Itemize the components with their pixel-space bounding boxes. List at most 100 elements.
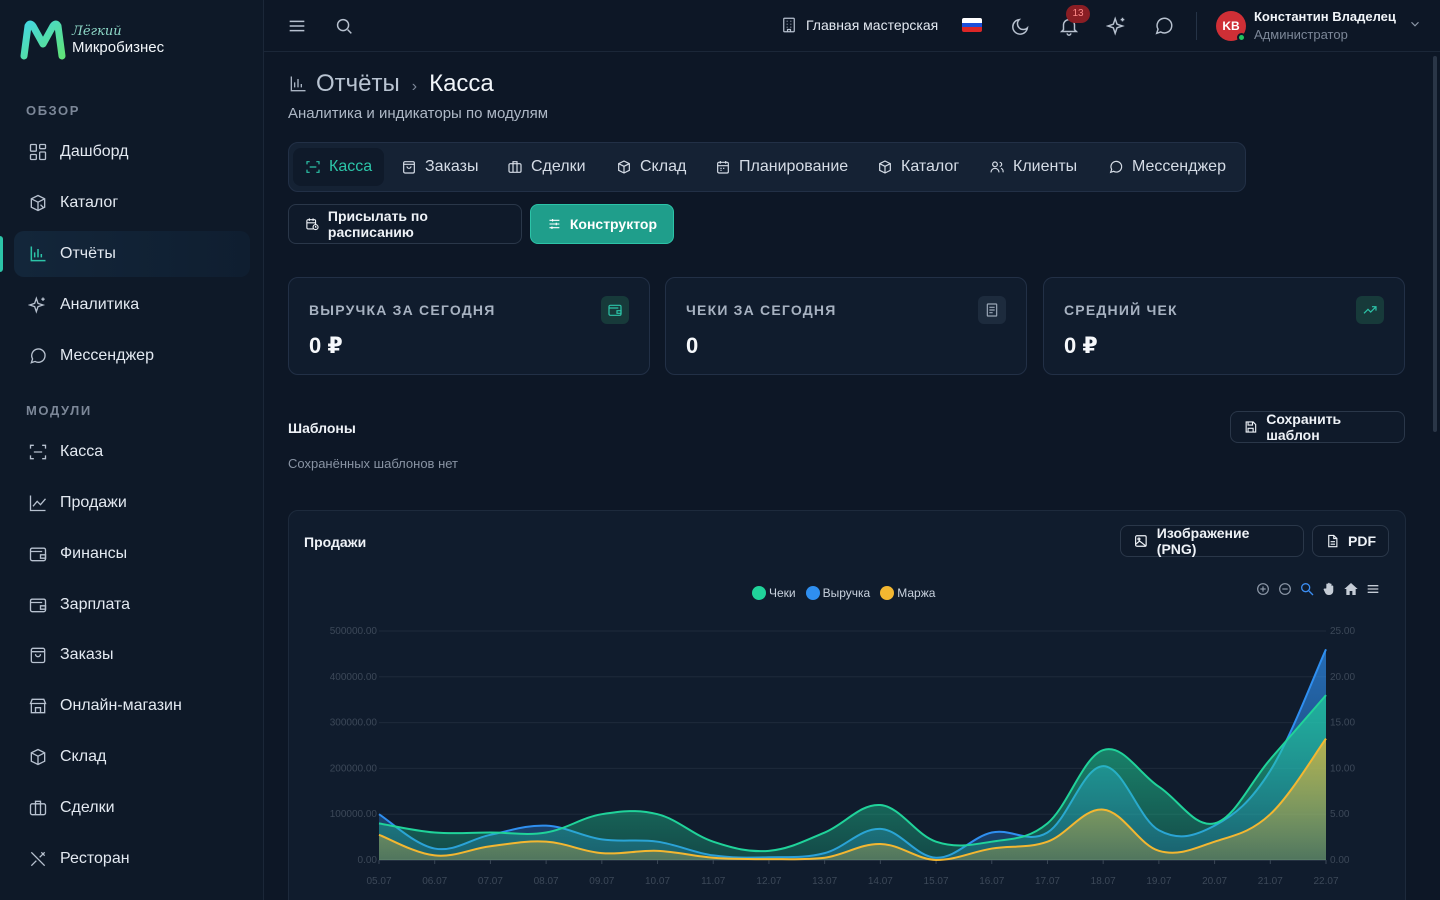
sidebar-item-orders[interactable]: Заказы <box>14 632 250 678</box>
tab-cashier[interactable]: Касса <box>293 148 385 186</box>
search-icon[interactable] <box>333 15 355 37</box>
x-tick-label: 18.07 <box>1091 876 1116 887</box>
tab-orders[interactable]: Заказы <box>389 148 490 186</box>
language-flag-icon[interactable] <box>962 18 982 32</box>
chart-legend: Чеки Выручка Маржа <box>752 586 945 600</box>
chat-icon[interactable] <box>1153 15 1175 37</box>
zoom-in-icon[interactable] <box>1254 580 1272 598</box>
builder-button[interactable]: Конструктор <box>530 204 674 244</box>
zoom-out-icon[interactable] <box>1276 580 1294 598</box>
sidebar-item-messenger[interactable]: Мессенджер <box>14 333 250 379</box>
briefcase-icon <box>29 800 47 816</box>
sidebar-item-reports[interactable]: Отчёты <box>14 231 250 277</box>
scan-icon <box>306 161 320 173</box>
export-pdf-label: PDF <box>1348 533 1376 549</box>
sidebar-item-label: Заказы <box>60 646 114 663</box>
module-tabs: Касса Заказы Сделки Склад Планирование К… <box>288 142 1246 192</box>
sidebar-item-label: Склад <box>60 748 107 765</box>
store-icon <box>29 698 47 714</box>
sparkle-icon[interactable] <box>1105 15 1128 37</box>
y-tick-label-right: 5.00 <box>1330 809 1350 820</box>
kpi-card-revenue: ВЫРУЧКА ЗА СЕГОДНЯ 0 ₽ <box>288 277 650 375</box>
utensils-icon <box>30 851 46 867</box>
file-icon <box>1328 534 1338 548</box>
schedule-button[interactable]: Присылать по расписанию <box>288 204 522 244</box>
home-icon[interactable] <box>1342 580 1360 598</box>
chart-toolbar <box>1254 580 1386 598</box>
sidebar-item-catalog[interactable]: Каталог <box>14 180 250 226</box>
menu-icon[interactable] <box>286 15 308 37</box>
sidebar-item-warehouse[interactable]: Склад <box>14 734 250 780</box>
workshop-name: Главная мастерская <box>806 17 939 33</box>
breadcrumb: Отчёты › Касса <box>288 70 494 98</box>
y-tick-label-right: 20.00 <box>1330 672 1355 683</box>
sidebar-item-online-store[interactable]: Онлайн-магазин <box>14 683 250 729</box>
breadcrumb-parent[interactable]: Отчёты <box>316 70 400 97</box>
sidebar-item-analytics[interactable]: Аналитика <box>14 282 250 328</box>
legend-item-checks[interactable]: Чеки <box>752 586 796 600</box>
tab-clients[interactable]: Клиенты <box>977 148 1089 186</box>
sidebar-item-label: Сделки <box>60 799 115 816</box>
tab-catalog[interactable]: Каталог <box>865 148 971 186</box>
tab-planning[interactable]: Планирование <box>703 148 860 186</box>
chevron-down-icon[interactable] <box>1408 17 1422 31</box>
topbar-divider <box>1196 12 1197 40</box>
hamburger-menu-icon[interactable] <box>1364 580 1382 598</box>
wallet-icon <box>29 547 47 562</box>
tab-deals[interactable]: Сделки <box>495 148 598 186</box>
moon-icon[interactable] <box>1010 15 1032 37</box>
sidebar-item-finance[interactable]: Финансы <box>14 531 250 577</box>
builder-button-label: Конструктор <box>569 216 657 232</box>
sidebar-item-restaurant[interactable]: Ресторан <box>14 836 250 882</box>
sidebar-item-sales[interactable]: Продажи <box>14 480 250 526</box>
brand-subtitle: Лёгкий <box>72 24 122 39</box>
sidebar-item-label: Аналитика <box>60 296 140 313</box>
legend-item-revenue[interactable]: Выручка <box>805 586 870 600</box>
sidebar-item-label: Ресторан <box>60 850 130 867</box>
scan-icon <box>29 444 47 460</box>
export-pdf-button[interactable]: PDF <box>1312 525 1389 557</box>
sidebar-item-label: Дашборд <box>60 143 129 160</box>
export-png-label: Изображение (PNG) <box>1156 525 1250 557</box>
kpi-value: 0 ₽ <box>1064 333 1098 358</box>
pan-hand-icon[interactable] <box>1320 580 1338 598</box>
chat-icon <box>30 348 46 364</box>
page-subtitle: Аналитика и индикаторы по модулям <box>288 105 549 122</box>
catalog-icon <box>879 160 891 174</box>
tab-messenger[interactable]: Мессенджер <box>1096 148 1238 186</box>
kpi-value: 0 <box>686 333 699 358</box>
x-tick-label: 19.07 <box>1146 876 1171 887</box>
scrollbar-thumb[interactable] <box>1433 56 1437 432</box>
x-tick-label: 15.07 <box>924 876 949 887</box>
brand-logo[interactable]: Лёгкий Микробизнес <box>20 20 164 60</box>
sliders-icon <box>549 219 560 229</box>
tab-warehouse[interactable]: Склад <box>604 148 698 186</box>
legend-item-margin[interactable]: Маржа <box>880 586 935 600</box>
x-tick-label: 13.07 <box>812 876 837 887</box>
x-tick-label: 11.07 <box>701 876 726 887</box>
x-tick-label: 10.07 <box>645 876 670 887</box>
workshop-selector[interactable]: Главная мастерская <box>780 16 938 34</box>
sidebar-item-cashier[interactable]: Касса <box>14 429 250 475</box>
export-png-button[interactable]: Изображение (PNG) <box>1120 525 1304 557</box>
sidebar-item-salary[interactable]: Зарплата <box>14 582 250 628</box>
user-name[interactable]: Константин Владелец <box>1254 9 1396 24</box>
y-tick-label-left: 200000.00 <box>330 763 378 774</box>
kpi-label: ВЫРУЧКА ЗА СЕГОДНЯ <box>309 302 496 318</box>
templates-empty-text: Сохранённых шаблонов нет <box>288 456 458 471</box>
bag-icon <box>30 647 46 664</box>
y-tick-label-right: 15.00 <box>1330 718 1355 729</box>
x-tick-label: 06.07 <box>422 876 447 887</box>
magnifier-icon[interactable] <box>1298 580 1316 598</box>
tab-label: Каталог <box>901 158 960 175</box>
sidebar-section-overview: ОБЗОР <box>26 103 81 118</box>
sidebar-item-label: Продажи <box>60 494 127 511</box>
topbar: Главная мастерская 13 KB Константин Влад… <box>264 0 1440 52</box>
series-area-2 <box>379 738 1326 860</box>
sidebar-item-deals[interactable]: Сделки <box>14 785 250 831</box>
x-tick-label: 17.07 <box>1035 876 1060 887</box>
legend-dot <box>752 586 766 600</box>
sidebar-item-dashboard[interactable]: Дашборд <box>14 129 250 175</box>
save-template-button[interactable]: Сохранить шаблон <box>1230 411 1405 443</box>
sidebar-item-label: Финансы <box>60 545 128 562</box>
